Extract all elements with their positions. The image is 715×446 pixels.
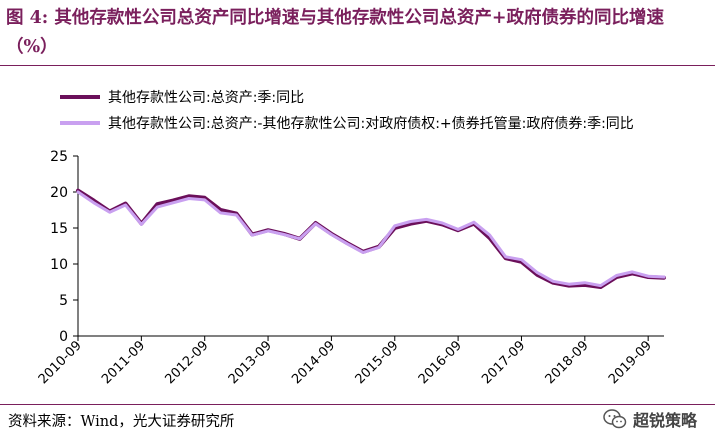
- y-tick-label: 10: [50, 257, 68, 273]
- x-tick-label: 2015-09: [353, 338, 402, 387]
- legend-swatch-series-2: [60, 121, 100, 125]
- x-tick-label: 2019-09: [606, 338, 655, 387]
- source-note: 资料来源：Wind，光大证券研究所: [8, 414, 235, 430]
- title-divider: [0, 65, 715, 66]
- y-tick-label: 25: [50, 149, 68, 165]
- x-tick-label: 2012-09: [163, 338, 212, 387]
- watermark-text: 超锐策略: [632, 411, 697, 430]
- figure-title: 图 4: 其他存款性公司总资产同比增速与其他存款性公司总资产+政府债券的同比增速…: [6, 8, 664, 57]
- legend-swatch-series-1: [60, 95, 100, 99]
- watermark: 超锐策略: [603, 407, 697, 431]
- x-tick-label: 2017-09: [479, 338, 528, 387]
- y-tick-label: 5: [59, 293, 68, 309]
- legend-item-series-1: 其他存款性公司:总资产:季:同比: [60, 84, 634, 110]
- legend-label-series-2: 其他存款性公司:总资产:-其他存款性公司:对政府债权:+债券托管量:政府债券:季…: [108, 116, 634, 132]
- legend-item-series-2: 其他存款性公司:总资产:-其他存款性公司:对政府债权:+债券托管量:政府债券:季…: [60, 110, 634, 136]
- x-tick-label: 2014-09: [289, 338, 338, 387]
- source-divider: [0, 404, 715, 405]
- y-tick-label: 15: [50, 221, 68, 237]
- legend-label-series-1: 其他存款性公司:总资产:季:同比: [108, 90, 305, 106]
- x-tick-label: 2016-09: [416, 338, 465, 387]
- chart-legend: 其他存款性公司:总资产:季:同比 其他存款性公司:总资产:-其他存款性公司:对政…: [60, 84, 634, 136]
- series-line-2: [76, 190, 666, 288]
- y-tick-label: 20: [50, 185, 68, 201]
- x-tick-label: 2018-09: [543, 338, 592, 387]
- wechat-icon: [603, 409, 627, 429]
- y-tick-label: 0: [59, 329, 68, 345]
- x-tick-label: 2013-09: [226, 338, 275, 387]
- x-tick-label: 2010-09: [36, 338, 85, 387]
- x-tick-label: 2011-09: [99, 338, 148, 387]
